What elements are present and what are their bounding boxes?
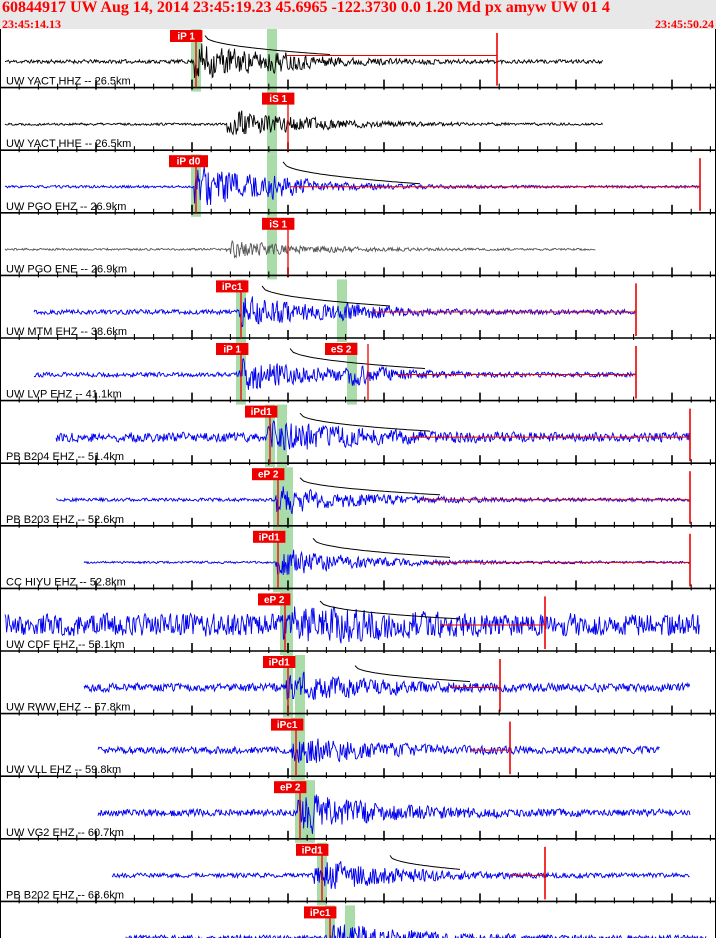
pick-label-text: iP 1 (177, 32, 195, 43)
pick-label-text: iP d0 (177, 157, 201, 168)
p-pick-label-box (216, 343, 249, 355)
waveform-trace (97, 738, 660, 764)
waveform-trace (97, 794, 691, 834)
window-end-time: 23:45:50.24 (655, 17, 714, 31)
pick-label-text: iS 1 (269, 94, 287, 105)
pick-label-text: iPd1 (259, 532, 281, 543)
waveform-trace (4, 166, 700, 206)
s-arrival-band (305, 780, 315, 843)
p-pick-label-box (304, 906, 337, 919)
trace-station-label: PB B203 EHZ -- 52.6km (6, 514, 124, 526)
coda-decay-curve (354, 665, 471, 683)
s-arrival-band (267, 216, 277, 280)
pick-label-text: iPc1 (277, 720, 298, 731)
s-pick-label-box (262, 217, 295, 230)
s-arrival-band (337, 279, 347, 342)
trace-station-label: UW PGO ENE -- 26.9km (6, 263, 127, 275)
waveform-trace (83, 671, 691, 700)
pick-label-text: iPd1 (251, 407, 273, 418)
waveform-trace (111, 861, 690, 889)
p-pick-label-box (169, 155, 208, 168)
waveform-trace (83, 549, 690, 576)
coda-decay-curve (389, 855, 461, 870)
pick-label-text: eP 2 (280, 783, 301, 794)
s-arrival-band (267, 29, 277, 92)
window-start-time: 23:45:14.13 (2, 17, 61, 31)
trace-station-label: UW PGO EHZ -- 26.9km (6, 201, 126, 213)
coda-decay-curve (289, 348, 426, 370)
waveform-trace (4, 43, 603, 79)
p-pick-label-box (296, 843, 329, 856)
p-pick-label-box (216, 280, 249, 293)
waveform-trace (4, 606, 700, 644)
coda-decay-curve (282, 161, 421, 185)
trace-station-label: UW VLL EHZ -- 59.8km (6, 764, 121, 776)
trace-station-label: UW YACT HHZ -- 26.5km (6, 76, 131, 88)
trace-station-label: PB B202 EHZ -- 63.6km (6, 889, 124, 901)
p-pick-label-box (245, 405, 278, 418)
pick-label-text: iS 1 (269, 219, 287, 230)
coda-decay-curve (261, 285, 391, 307)
s-arrival-band (267, 154, 277, 217)
pick-label-text: iPc1 (222, 282, 243, 293)
pick-label-text: eP 2 (264, 595, 285, 606)
p-pick-label-box (258, 593, 291, 606)
waveform-trace (55, 486, 690, 515)
s-arrival-band (345, 905, 355, 938)
trace-station-label: UW MTM EHZ -- 38.6km (6, 326, 127, 338)
pick-label-text: iPc1 (310, 908, 331, 919)
p-pick-label-box (252, 468, 285, 481)
waveform-trace (4, 239, 596, 259)
p-pick-label-box (274, 781, 307, 794)
coda-decay-curve (299, 477, 441, 496)
waveform-trace (55, 420, 691, 451)
trace-station-label: UW YACT HHE -- 26.5km (6, 138, 131, 150)
p-pick-label-box (170, 30, 203, 42)
p-pick-label-box (271, 718, 304, 731)
s-arrival-band (347, 342, 357, 405)
waveform-trace (4, 110, 603, 136)
pick-label-text: iPd1 (269, 658, 291, 669)
coda-decay-curve (299, 412, 431, 432)
s-arrival-band (283, 592, 293, 655)
pick-label-text: eP 2 (258, 470, 279, 481)
coda-decay-curve (312, 538, 451, 558)
trace-station-label: PB B204 EHZ -- 51.4km (6, 451, 124, 463)
trace-station-label: UW CDF EHZ -- 53.1km (6, 639, 125, 651)
trace-station-label: CC HIYU EHZ -- 52.8km (6, 576, 126, 588)
s-pick-label-box (325, 343, 358, 355)
p-pick-label-box (263, 656, 296, 668)
header-band (0, 0, 716, 29)
s-pick-label-box (262, 92, 295, 105)
coda-decay-curve (204, 35, 331, 56)
s-arrival-band (277, 404, 287, 468)
waveform-trace (125, 924, 707, 938)
pick-label-text: iPd1 (302, 845, 324, 856)
trace-station-label: UW LVP EHZ -- 41.1km (6, 389, 122, 401)
trace-panel[interactable]: iP 1 iS 1 iP d0 iS 1 iPc1 iP 1 eS 2 iPd1 eP 2 iPd… (0, 29, 716, 938)
waveform-trace (33, 358, 636, 390)
trace-station-label: UW VG2 EHZ -- 60.7km (6, 827, 124, 839)
pick-label-text: eS 2 (331, 345, 352, 356)
p-pick-label-box (253, 530, 286, 543)
coda-decay-curve (319, 600, 461, 620)
pick-label-text: iP 1 (223, 345, 241, 356)
trace-station-label: UW RWW EHZ -- 57.8km (6, 702, 130, 714)
event-header-title: 60844917 UW Aug 14, 2014 23:45:19.23 45.… (2, 0, 610, 16)
